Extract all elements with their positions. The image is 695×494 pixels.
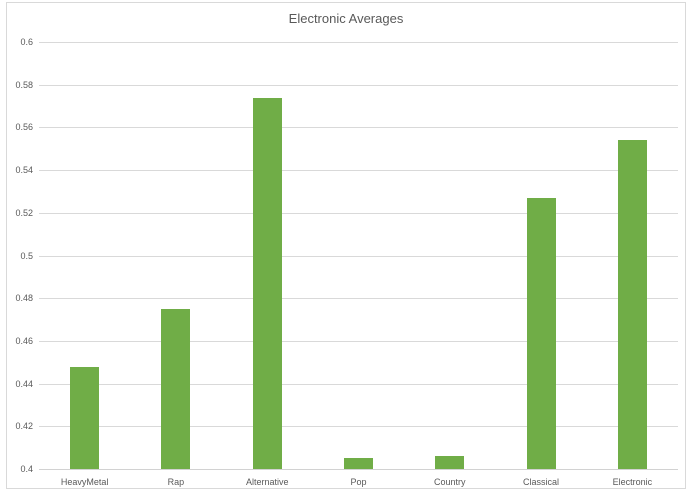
y-tick-label: 0.52 bbox=[15, 207, 33, 218]
gridline bbox=[39, 255, 678, 257]
y-tick-label: 0.48 bbox=[15, 293, 33, 304]
bar-series bbox=[39, 42, 678, 469]
x-tick-label: Rap bbox=[167, 477, 185, 487]
bar-slot bbox=[39, 42, 130, 469]
x-tick-label: HeavyMetal bbox=[60, 477, 109, 487]
y-tick-label: 0.58 bbox=[15, 79, 33, 90]
chart-title: Electronic Averages bbox=[288, 11, 404, 26]
y-tick-label: 0.56 bbox=[15, 122, 33, 133]
gridline bbox=[39, 298, 678, 300]
gridline bbox=[39, 426, 678, 428]
gridline bbox=[39, 42, 678, 43]
bar-slot bbox=[313, 42, 404, 469]
bar-pop bbox=[343, 458, 373, 469]
bar-alternative bbox=[252, 97, 282, 469]
bar-rap bbox=[161, 308, 191, 469]
gridline bbox=[39, 84, 678, 86]
bar-heavymetal bbox=[70, 366, 100, 469]
y-tick-label: 0.44 bbox=[15, 378, 33, 389]
y-tick-label: 0.54 bbox=[15, 165, 33, 176]
x-axis-tick-labels: HeavyMetal Rap Alternative Pop Country Classi… bbox=[39, 471, 678, 489]
bar-slot bbox=[130, 42, 221, 469]
gridline bbox=[39, 383, 678, 385]
bar-slot bbox=[404, 42, 495, 469]
gridline bbox=[39, 340, 678, 342]
x-tick-label: Pop bbox=[350, 477, 367, 487]
bar-electronic bbox=[617, 140, 647, 469]
chart-frame: Electronic Averages 0.4 0.42 0.44 0.46 0.48 0… bbox=[6, 2, 686, 489]
bar-country bbox=[435, 456, 465, 469]
x-tick-label: Alternative bbox=[245, 477, 289, 487]
x-tick-label: Electronic bbox=[612, 477, 653, 487]
y-tick-label: 0.5 bbox=[20, 250, 33, 261]
x-tick-label: Classical bbox=[523, 477, 560, 487]
gridline bbox=[39, 212, 678, 214]
y-tick-label: 0.4 bbox=[20, 464, 33, 474]
y-tick-label: 0.42 bbox=[15, 421, 33, 432]
bar-slot bbox=[222, 42, 313, 469]
y-tick-label: 0.6 bbox=[20, 37, 33, 47]
y-axis-tick-labels: 0.4 0.42 0.44 0.46 0.48 0.5 0.52 0.54 0.56 0.58 0.… bbox=[7, 37, 33, 474]
y-tick-label: 0.46 bbox=[15, 335, 33, 346]
bar-classical bbox=[526, 197, 556, 469]
bar-slot bbox=[495, 42, 586, 469]
gridline bbox=[39, 127, 678, 129]
plot-area bbox=[39, 42, 678, 470]
x-tick-label: Country bbox=[434, 477, 466, 487]
bar-slot bbox=[587, 42, 678, 469]
gridline bbox=[39, 170, 678, 172]
